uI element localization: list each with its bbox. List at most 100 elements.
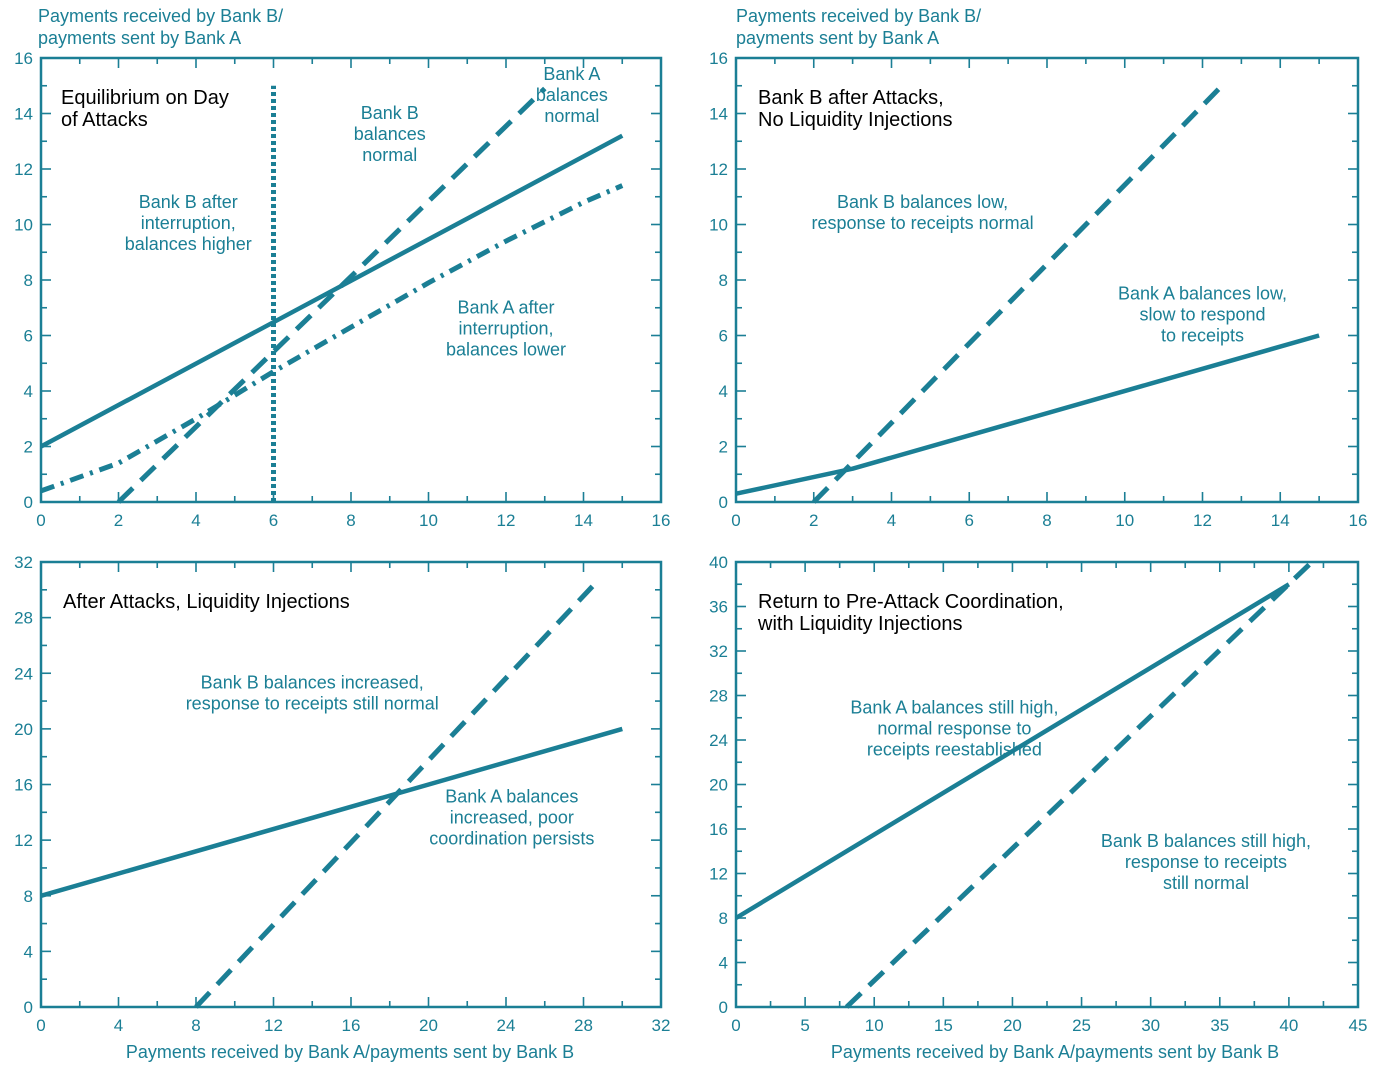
- y-tick-label: 28: [709, 687, 728, 706]
- x-tick-label: 15: [934, 1016, 953, 1035]
- annotation-line: interruption,: [141, 213, 236, 233]
- y-tick-label: 32: [709, 642, 728, 661]
- x-tick-label: 10: [865, 1016, 884, 1035]
- x-tick-label: 32: [652, 1016, 671, 1035]
- annotation-line: Bank A balances still high,: [850, 697, 1058, 717]
- y-tick-label: 12: [14, 160, 33, 179]
- chart-panel: 0 4 8 12 16 20 24 28 32 0 4 8 12 16 20 24 28 32 After Atta…: [14, 553, 670, 1035]
- x-tick-label: 0: [731, 1016, 740, 1035]
- panel-title-line: with Liquidity Injections: [757, 613, 963, 635]
- y-tick-label: 10: [709, 216, 728, 235]
- annotation-line: balances: [354, 124, 426, 144]
- y-tick-label: 24: [14, 664, 33, 683]
- series-line-dashed: [844, 562, 1312, 1009]
- y-tick-label: 20: [709, 776, 728, 795]
- y-tick-label: 4: [719, 954, 728, 973]
- panel-title-line: Return to Pre-Attack Coordination,: [758, 591, 1064, 613]
- x-tick-label: 6: [965, 511, 974, 530]
- y-tick-label: 16: [14, 49, 33, 68]
- panel-title-line: No Liquidity Injections: [758, 109, 953, 131]
- x-tick-label: 2: [114, 511, 123, 530]
- annotation-line: Bank B balances still high,: [1101, 831, 1311, 851]
- y-tick-label: 16: [14, 776, 33, 795]
- x-tick-label: 4: [114, 1016, 123, 1035]
- x-tick-label: 28: [574, 1016, 593, 1035]
- x-tick-label: 40: [1279, 1016, 1298, 1035]
- x-tick-label: 0: [36, 1016, 45, 1035]
- x-tick-label: 16: [342, 1016, 361, 1035]
- x-tick-label: 12: [1193, 511, 1212, 530]
- annotation-line: Bank A: [543, 64, 600, 84]
- annotation-line: increased, poor: [450, 808, 574, 828]
- series-line-solid: [734, 582, 1291, 920]
- y-tick-label: 8: [24, 271, 33, 290]
- panel-title-line: Equilibrium on Day: [61, 87, 229, 109]
- y-tick-label: 28: [14, 609, 33, 628]
- annotation-line: slow to respond: [1139, 304, 1265, 324]
- x-tick-label: 12: [497, 511, 516, 530]
- y-tick-label: 40: [709, 553, 728, 572]
- x-tick-label: 6: [269, 511, 278, 530]
- y-tick-label: 2: [24, 438, 33, 457]
- y-tick-label: 0: [24, 493, 33, 512]
- x-tick-label: 8: [191, 1016, 200, 1035]
- plot-frame: [39, 560, 663, 1009]
- y-tick-label: 0: [24, 998, 33, 1017]
- x-tick-label: 12: [264, 1016, 283, 1035]
- x-tick-label: 8: [346, 511, 355, 530]
- top-right-ylabel-line1: Payments received by Bank B/: [736, 6, 981, 26]
- annotation-line: response to receipts normal: [812, 213, 1034, 233]
- y-tick-label: 4: [24, 382, 33, 401]
- bottom-right-xlabel: Payments received by Bank A/payments sen…: [831, 1042, 1279, 1062]
- series-line-dashed: [116, 86, 547, 504]
- y-tick-label: 4: [24, 942, 33, 961]
- annotation-line: balances higher: [125, 234, 252, 254]
- x-tick-label: 45: [1349, 1016, 1368, 1035]
- annotation-line: still normal: [1163, 873, 1249, 893]
- bottom-left-xlabel: Payments received by Bank A/payments sen…: [126, 1042, 574, 1062]
- y-tick-label: 4: [719, 382, 728, 401]
- y-tick-label: 24: [709, 731, 728, 750]
- annotation-line: response to receipts still normal: [186, 694, 439, 714]
- chart-panel: 0 2 4 6 8 10 12 14 16 0 2 4 6 8 10 12 14 16 Equilibrium on…: [14, 49, 670, 530]
- x-tick-label: 16: [1349, 511, 1368, 530]
- annotation-line: to receipts: [1161, 325, 1244, 345]
- x-tick-label: 25: [1072, 1016, 1091, 1035]
- x-tick-label: 20: [419, 1016, 438, 1035]
- x-tick-label: 10: [419, 511, 438, 530]
- panel-title-line: Bank B after Attacks,: [758, 87, 944, 109]
- chart-panel: 0 5 10 15 20 25 30 35 40 45 0 4 8 12 16 20 24 28 32 36 40 Ret…: [709, 553, 1367, 1035]
- x-tick-label: 10: [1115, 511, 1134, 530]
- y-tick-label: 6: [24, 327, 33, 346]
- y-tick-label: 12: [709, 160, 728, 179]
- x-tick-label: 16: [652, 511, 671, 530]
- x-tick-label: 8: [1042, 511, 1051, 530]
- y-tick-label: 2: [719, 438, 728, 457]
- annotation-line: interruption,: [458, 318, 553, 338]
- x-tick-label: 0: [731, 511, 740, 530]
- annotation-line: normal: [544, 106, 599, 126]
- y-tick-label: 14: [14, 105, 33, 124]
- y-tick-label: 8: [24, 887, 33, 906]
- chart-panel: 0 2 4 6 8 10 12 14 16 0 2 4 6 8 10 12 14 16 Bank B after A…: [709, 49, 1367, 530]
- series-line-dashed: [194, 583, 596, 1009]
- y-tick-label: 32: [14, 553, 33, 572]
- annotation-line: Bank A balances: [445, 787, 578, 807]
- y-tick-label: 12: [14, 831, 33, 850]
- annotation-line: Bank A balances low,: [1118, 283, 1287, 303]
- x-tick-label: 5: [800, 1016, 809, 1035]
- y-tick-label: 14: [709, 105, 728, 124]
- top-right-ylabel-line2: payments sent by Bank A: [736, 28, 939, 48]
- series-line-solid: [735, 333, 1320, 496]
- x-tick-label: 2: [809, 511, 818, 530]
- series-line-solid: [39, 133, 624, 449]
- top-left-ylabel-line2: payments sent by Bank A: [38, 28, 241, 48]
- annotation-line: coordination persists: [429, 829, 594, 849]
- x-tick-label: 35: [1210, 1016, 1229, 1035]
- annotation-line: balances: [536, 85, 608, 105]
- y-tick-label: 20: [14, 720, 33, 739]
- annotation-line: normal: [362, 145, 417, 165]
- y-tick-label: 36: [709, 598, 728, 617]
